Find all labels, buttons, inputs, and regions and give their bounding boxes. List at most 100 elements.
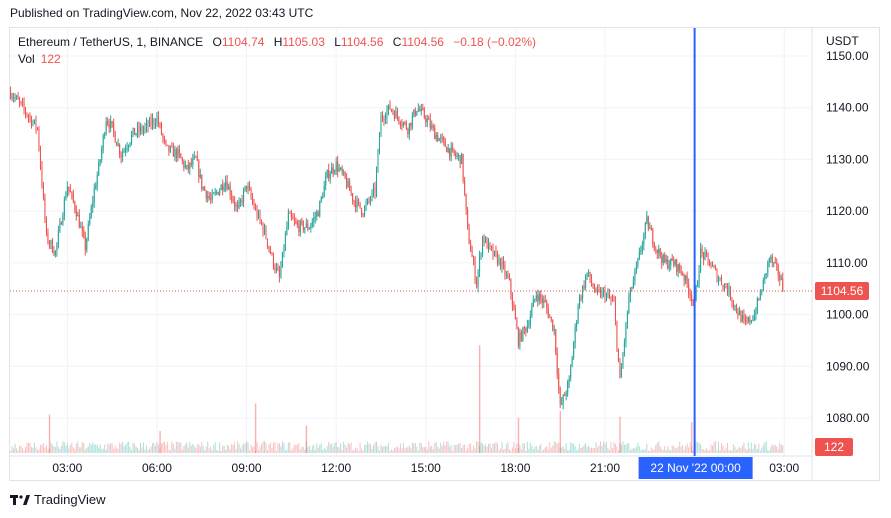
volume-bar (532, 449, 534, 453)
candle-body (758, 298, 760, 300)
volume-bar (425, 446, 427, 453)
volume-bar (549, 442, 551, 453)
volume-bar (492, 443, 494, 453)
candle-body (246, 185, 248, 189)
candle-body (131, 134, 133, 143)
candle-body (511, 294, 513, 306)
volume-bar (408, 445, 410, 453)
candle-body (275, 267, 277, 271)
candle-body (422, 108, 424, 110)
volume-bar (458, 443, 460, 453)
volume-bar (476, 441, 478, 453)
volume-bar (743, 442, 745, 453)
volume-bar (629, 450, 631, 453)
volume-bar (712, 445, 714, 453)
volume-bar (77, 441, 79, 453)
candle-body (474, 261, 476, 281)
volume-bar (47, 449, 49, 453)
candle-body (395, 111, 397, 119)
volume-bar (573, 443, 575, 453)
volume-bar (62, 441, 64, 453)
volume-bar (437, 446, 439, 453)
volume-badge (815, 438, 853, 456)
volume-bar (765, 441, 767, 453)
candle-body (119, 144, 121, 155)
candle-body (634, 270, 636, 281)
candle-body (195, 156, 197, 158)
candle-body (525, 328, 527, 332)
candle-body (393, 112, 395, 119)
candle-body (646, 216, 648, 224)
volume-bar (99, 444, 101, 453)
candle-body (237, 205, 239, 208)
candle-body (328, 169, 330, 179)
candle-body (741, 315, 743, 322)
candle-body (214, 192, 216, 194)
volume-bar (269, 442, 271, 453)
candle-body (686, 275, 688, 285)
volume-bar (292, 447, 294, 453)
volume-bar (701, 448, 703, 453)
candle-body (50, 240, 52, 245)
volume-bar (274, 441, 276, 453)
x-tick-label: 03:00 (769, 461, 799, 475)
candle-body (407, 128, 409, 135)
candle-body (335, 161, 337, 172)
volume-bar (507, 441, 509, 453)
volume-bar (523, 442, 525, 453)
candle-body (72, 193, 74, 202)
volume-bar (169, 450, 171, 453)
candle-body (504, 265, 506, 276)
volume-bar (619, 442, 621, 453)
volume-bar (658, 441, 660, 453)
volume-bar (243, 443, 245, 453)
volume-bar (640, 449, 642, 453)
candle-body (692, 300, 694, 302)
volume-bar (128, 441, 130, 453)
candle-body (774, 262, 776, 264)
volume-bar (570, 442, 572, 453)
volume-bar (93, 444, 95, 453)
candle-body (38, 128, 40, 149)
candle-body (767, 261, 769, 274)
candle-body (140, 126, 142, 132)
candle-body (519, 332, 521, 346)
candle-body (744, 318, 746, 322)
candle-body (125, 149, 127, 151)
candle-body (691, 295, 693, 301)
candle-body (241, 200, 243, 203)
tradingview-logo[interactable]: TradingView (10, 492, 106, 507)
volume-bar (380, 444, 382, 453)
volume-bar (95, 444, 97, 453)
volume-bar (782, 445, 784, 453)
volume-bar (499, 448, 501, 453)
volume-bar (383, 446, 385, 453)
volume-bar (679, 441, 681, 453)
candle-body (102, 135, 104, 149)
volume-bar (234, 442, 236, 453)
volume-bar (45, 445, 47, 453)
volume-bar (692, 450, 694, 453)
candle-body (762, 280, 764, 292)
candle-body (284, 234, 286, 250)
volume-bar (574, 446, 576, 453)
candle-body (156, 116, 158, 124)
volume-bar (183, 446, 185, 453)
candle-body (632, 280, 634, 289)
candle-body (144, 126, 146, 130)
candle-body (588, 271, 590, 273)
candle-body (420, 108, 422, 111)
volume-bar (717, 441, 720, 453)
candle-body (310, 225, 312, 229)
volume-bar (656, 442, 658, 453)
volume-bar (511, 447, 513, 453)
volume-bar (326, 446, 328, 453)
candle-body (720, 278, 723, 285)
candle-body (347, 181, 349, 188)
candle-body (706, 252, 708, 255)
candle-body (145, 122, 148, 127)
candle-body (380, 115, 382, 137)
volume-bar (744, 448, 746, 453)
volume-bar (780, 445, 782, 453)
